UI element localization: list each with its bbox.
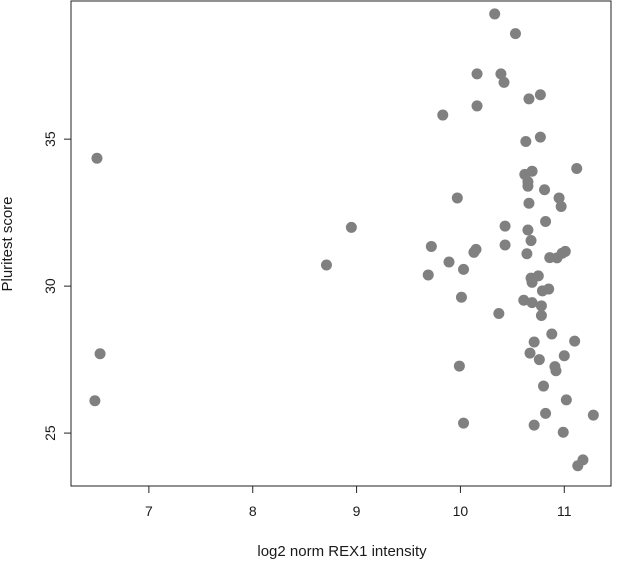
data-point <box>569 335 581 347</box>
data-point <box>539 184 551 196</box>
data-point <box>523 197 535 209</box>
data-point <box>532 270 544 282</box>
data-point <box>558 350 570 362</box>
data-point <box>437 109 449 121</box>
data-point <box>498 76 510 88</box>
data-point <box>522 224 534 236</box>
data-point <box>520 136 532 148</box>
data-point <box>470 243 482 255</box>
data-point <box>451 192 463 204</box>
plot-frame <box>70 0 612 487</box>
data-point <box>535 310 547 322</box>
data-point <box>521 248 533 260</box>
y-axis-title: Pluritest score <box>0 196 16 291</box>
data-point <box>471 68 483 80</box>
data-point <box>320 259 332 271</box>
data-point <box>557 426 569 438</box>
data-point <box>534 89 546 101</box>
data-point <box>91 152 103 164</box>
data-point <box>550 365 562 377</box>
data-point <box>577 454 589 466</box>
data-point <box>345 221 357 233</box>
data-point <box>524 347 536 359</box>
data-point <box>533 354 545 366</box>
data-point <box>94 348 106 360</box>
data-point <box>458 417 470 429</box>
data-point <box>89 395 101 407</box>
data-point <box>560 394 572 406</box>
data-point <box>525 235 537 247</box>
data-point <box>571 163 583 175</box>
data-point <box>518 294 530 306</box>
data-point <box>495 68 507 80</box>
data-point <box>526 165 538 177</box>
data-points <box>89 8 599 472</box>
data-point <box>526 297 538 309</box>
data-point <box>553 192 565 204</box>
x-axis-title: log2 norm REX1 intensity <box>257 543 427 560</box>
y-tick-label: 35 <box>42 131 58 147</box>
data-point <box>523 93 535 105</box>
x-tick-label: 10 <box>453 503 469 519</box>
data-point <box>540 215 552 227</box>
data-point <box>534 131 546 143</box>
data-point <box>443 256 455 268</box>
x-tick-label: 9 <box>353 503 361 519</box>
data-point <box>425 240 437 252</box>
data-point <box>540 407 552 419</box>
y-tick-label: 25 <box>42 425 58 441</box>
data-point <box>555 200 567 212</box>
data-point <box>528 336 540 348</box>
x-tick-label: 7 <box>145 503 153 519</box>
data-point <box>522 180 534 192</box>
x-tick-label: 8 <box>249 503 257 519</box>
data-point <box>509 28 521 40</box>
data-point <box>493 307 505 319</box>
data-point <box>587 409 599 421</box>
data-point <box>499 220 511 232</box>
data-point <box>538 380 549 392</box>
data-point <box>528 419 540 431</box>
data-point <box>546 328 558 340</box>
data-point <box>489 8 501 20</box>
y-axis: 25 30 35 <box>42 131 71 441</box>
x-axis: 7 8 9 10 11 <box>145 486 572 519</box>
data-point <box>543 283 555 295</box>
data-point <box>535 300 547 312</box>
data-point <box>453 360 465 372</box>
x-tick-label: 11 <box>557 503 572 519</box>
data-point <box>559 245 571 257</box>
data-point <box>471 100 483 112</box>
data-point <box>499 239 511 251</box>
y-tick-label: 30 <box>42 278 58 294</box>
data-point <box>422 269 434 281</box>
data-point <box>458 263 470 275</box>
data-point <box>455 291 467 303</box>
